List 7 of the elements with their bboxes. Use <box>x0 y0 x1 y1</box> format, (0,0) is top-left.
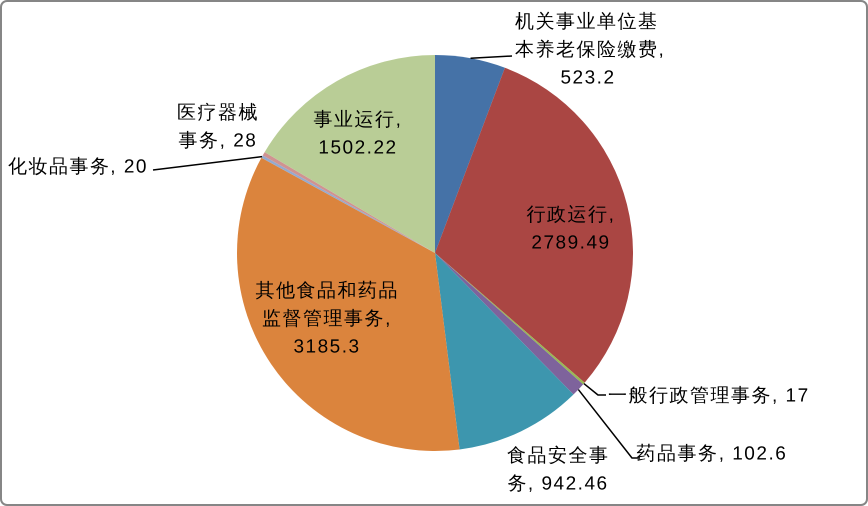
slice-label: 机关事业单位基本养老保险缴费 <box>515 12 658 61</box>
slice-label: 化妆品事务 <box>8 156 110 178</box>
data-label: , 17 <box>772 386 810 407</box>
data-label: , 102.6 <box>718 444 788 465</box>
slice-label: 药品事务 <box>636 444 719 465</box>
data-label: , 20 <box>110 156 148 178</box>
slice-label: 一般行政管理事务 <box>608 386 772 407</box>
